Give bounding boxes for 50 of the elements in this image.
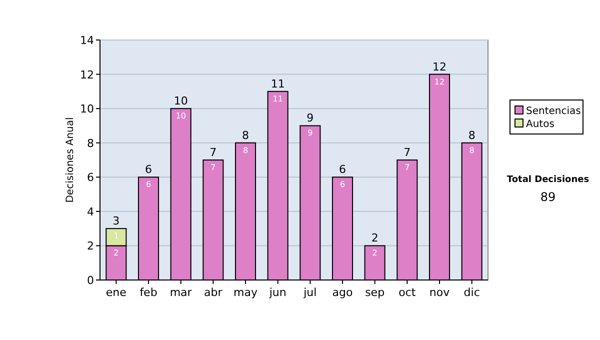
- data-label: 10: [176, 112, 186, 121]
- x-tick-label: ene: [106, 286, 127, 299]
- y-tick-label: 10: [80, 102, 94, 116]
- x-tick-label: ago: [332, 286, 353, 299]
- total-label: 9: [306, 112, 314, 125]
- x-tick-label: oct: [398, 286, 416, 299]
- x-tick-label: feb: [140, 286, 158, 299]
- total-label: 7: [404, 146, 411, 159]
- total-label: 7: [210, 146, 217, 159]
- x-tick-label: jun: [268, 286, 286, 299]
- text: Total Decisiones: [506, 175, 590, 185]
- data-label: 7: [210, 163, 216, 172]
- data-label: 8: [469, 146, 474, 155]
- total-label: 6: [339, 163, 346, 176]
- total-label: 3: [112, 214, 120, 228]
- y-axis-title: Decisiones Anual: [65, 117, 76, 203]
- y-tick-label: 8: [87, 136, 94, 150]
- x-tick-label: mar: [170, 286, 192, 299]
- x-tick-label: jul: [302, 286, 317, 299]
- y-tick-label: 0: [87, 274, 94, 287]
- data-label: 1: [114, 232, 119, 241]
- x-tick-label: abr: [204, 286, 223, 299]
- y-tick-label: 14: [80, 34, 94, 47]
- y-tick-label: 12: [80, 68, 94, 82]
- total-label: 12: [432, 60, 446, 74]
- total-label: 8: [468, 128, 476, 142]
- total-label: 6: [145, 163, 152, 176]
- data-label: 12: [434, 77, 445, 86]
- total-label: 10: [174, 94, 188, 108]
- total-label: 11: [270, 77, 285, 90]
- x-tick-label: may: [234, 286, 258, 299]
- y-tick-label: 4: [87, 205, 94, 218]
- legend-label: Sentencias: [526, 106, 581, 117]
- total-label: 8: [242, 128, 249, 142]
- x-tick-label: sep: [365, 286, 385, 299]
- total-label: 2: [371, 232, 378, 245]
- legend-label: Autos: [526, 119, 554, 130]
- data-label: 8: [242, 146, 248, 155]
- x-tick-label: nov: [429, 286, 450, 299]
- data-label: 2: [372, 248, 378, 258]
- data-label: 6: [340, 180, 346, 190]
- data-label: 7: [404, 163, 410, 172]
- y-tick-label: 6: [87, 171, 94, 184]
- data-label: 11: [272, 94, 283, 104]
- data-label: 9: [308, 128, 313, 138]
- x-tick-label: dic: [464, 286, 480, 299]
- data-label: 6: [146, 180, 152, 190]
- text: 89: [540, 190, 556, 204]
- y-tick-label: 2: [87, 240, 94, 253]
- data-label: 2: [114, 248, 119, 258]
